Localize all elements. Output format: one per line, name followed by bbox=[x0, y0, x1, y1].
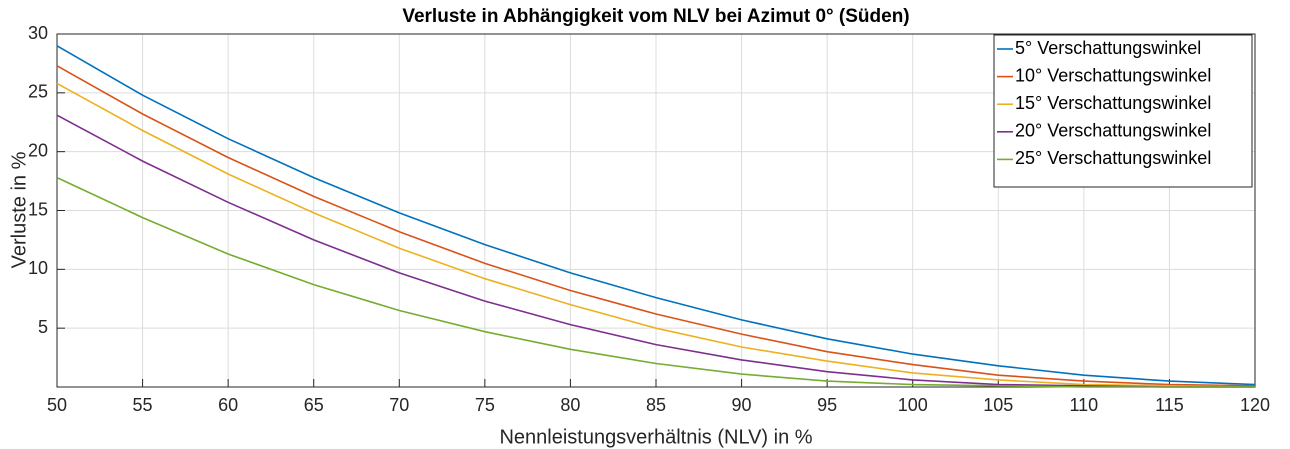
series-line bbox=[56, 114, 1255, 388]
x-tick-label: 120 bbox=[1240, 395, 1270, 415]
legend-label: 20° Verschattungswinkel bbox=[1015, 121, 1211, 141]
x-tick-label: 80 bbox=[560, 395, 580, 415]
x-tick-label: 75 bbox=[475, 395, 495, 415]
x-tick-label: 105 bbox=[983, 395, 1013, 415]
x-tick-label: 50 bbox=[47, 395, 67, 415]
series-line bbox=[56, 82, 1256, 388]
series-line bbox=[56, 176, 1255, 388]
x-tick-label: 85 bbox=[646, 395, 666, 415]
legend-label: 5° Verschattungswinkel bbox=[1015, 38, 1201, 58]
x-tick-label: 65 bbox=[304, 395, 324, 415]
x-tick-label: 90 bbox=[732, 395, 752, 415]
plot-frame bbox=[56, 33, 1256, 388]
x-tick-label: 110 bbox=[1070, 395, 1099, 415]
x-tick-label: 95 bbox=[817, 395, 837, 415]
legend-label: 25° Verschattungswinkel bbox=[1015, 148, 1211, 168]
y-tick-label: 25 bbox=[28, 82, 48, 102]
legend-box bbox=[993, 34, 1253, 188]
series-line bbox=[56, 65, 1256, 387]
x-axis-label: Nennleistungsverhältnis (NLV) in % bbox=[499, 426, 812, 448]
y-tick-label: 15 bbox=[28, 199, 48, 219]
x-tick-label: 100 bbox=[898, 395, 928, 415]
y-tick-label: 20 bbox=[28, 140, 48, 160]
y-tick-label: 10 bbox=[28, 258, 48, 278]
chart-title: Verluste in Abhängigkeit vom NLV bei Azi… bbox=[402, 6, 909, 27]
legend-label: 10° Verschattungswinkel bbox=[1015, 65, 1211, 85]
series-line bbox=[56, 45, 1256, 386]
legend-label: 15° Verschattungswinkel bbox=[1015, 93, 1211, 113]
y-tick-label: 30 bbox=[28, 23, 48, 43]
y-axis-label: Verluste in % bbox=[8, 151, 30, 268]
x-tick-label: 55 bbox=[133, 395, 153, 415]
x-tick-label: 70 bbox=[389, 395, 409, 415]
x-tick-label: 60 bbox=[218, 395, 238, 415]
y-tick-label: 5 bbox=[38, 317, 48, 337]
x-tick-label: 115 bbox=[1155, 395, 1184, 415]
